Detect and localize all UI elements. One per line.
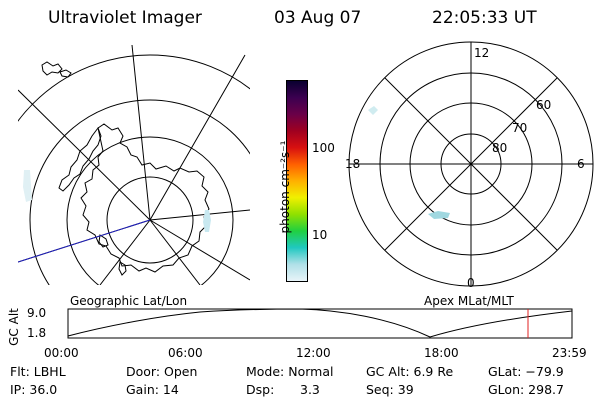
- mlt-line-diagonal: [384, 77, 558, 251]
- date-label: 03 Aug 07: [274, 8, 362, 28]
- altitude-curve: [67, 308, 573, 338]
- meridian-line: [149, 54, 246, 221]
- track-line: [18, 219, 151, 263]
- lat-circle-80: [106, 176, 194, 264]
- colorbar-tick-100: 100: [312, 141, 335, 155]
- filter-info: Flt: LBHL: [10, 364, 66, 379]
- altitude-ymin: 1.8: [27, 326, 47, 340]
- time-label: 22:05:33 UT: [432, 8, 537, 28]
- meridian-line: [18, 89, 151, 221]
- meridian-line: [131, 45, 151, 221]
- colorbar: [286, 80, 308, 282]
- meridian-line: [99, 219, 151, 285]
- meridian-line: [149, 209, 250, 221]
- glat-info: GLat: −79.9: [488, 364, 564, 379]
- lat-circle-50: [18, 54, 250, 122]
- coastline-peninsula: [58, 126, 102, 192]
- time-tick-0000: 00:00: [44, 346, 79, 360]
- lat-circle-60: [29, 99, 250, 285]
- dsp-label: Dsp:: [246, 382, 275, 397]
- aurora-patch: [203, 210, 211, 232]
- coastline-islands: [41, 61, 127, 276]
- glon-info: GLon: 298.7: [488, 382, 564, 397]
- right-panel-caption: Apex MLat/MLT: [424, 294, 514, 308]
- mlt-label-12: 12: [474, 46, 490, 60]
- time-tick-1200: 12:00: [296, 346, 331, 360]
- dsp-value: 3.3: [300, 382, 320, 397]
- instrument-title: Ultraviolet Imager: [48, 8, 202, 28]
- gain-info: Gain: 14: [126, 382, 179, 397]
- mlt-label-18: 18: [345, 157, 361, 171]
- mlat-label-80: 80: [492, 141, 508, 155]
- ip-info: IP: 36.0: [10, 382, 58, 397]
- coastline: [80, 123, 210, 273]
- aurora-patch: [428, 211, 450, 219]
- meridian-line: [149, 219, 250, 281]
- time-tick-0600: 06:00: [168, 346, 203, 360]
- altitude-ymax: 9.0: [27, 306, 47, 320]
- altitude-plot-frame: [67, 308, 573, 339]
- mlt-label-0: 0: [467, 276, 475, 290]
- time-tick-2359: 23:59: [552, 346, 587, 360]
- aurora-patch: [23, 170, 32, 202]
- colorbar-tick-10: 10: [312, 228, 328, 242]
- mlat-label-70: 70: [512, 121, 528, 135]
- mode-info: Mode: Normal: [246, 364, 334, 379]
- mlat-label-60: 60: [536, 98, 552, 112]
- door-info: Door: Open: [126, 364, 198, 379]
- time-tick-1800: 18:00: [424, 346, 459, 360]
- mlt-label-6: 6: [577, 157, 585, 171]
- lat-circle-70: [66, 136, 234, 285]
- seq-info: Seq: 39: [366, 382, 414, 397]
- meridian-line: [149, 219, 201, 285]
- aurora-patch: [368, 106, 378, 115]
- gc-alt-info: GC Alt: 6.9 Re: [366, 364, 454, 379]
- left-panel-caption: Geographic Lat/Lon: [70, 294, 188, 308]
